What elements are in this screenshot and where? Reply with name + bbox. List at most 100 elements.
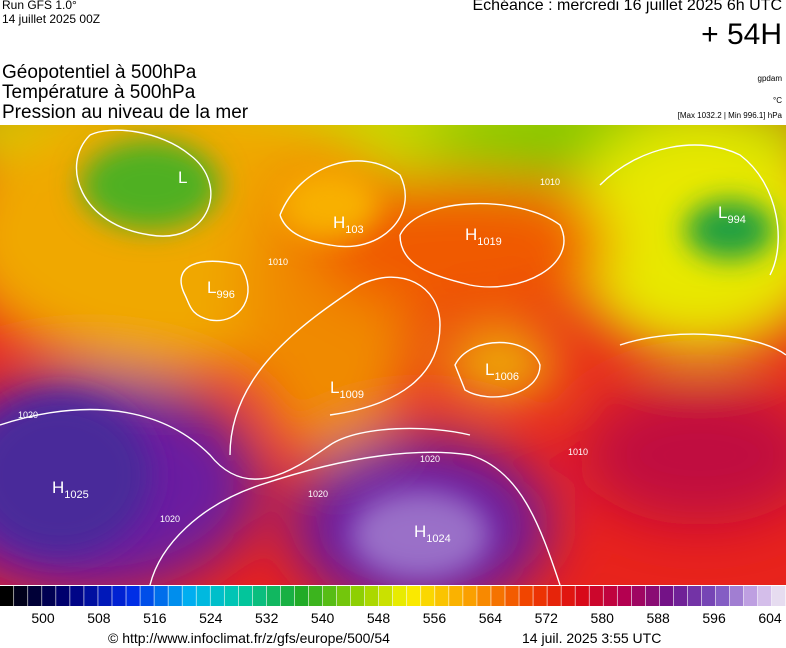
colorbar-swatch xyxy=(701,586,716,606)
colorbar-swatch xyxy=(42,586,56,606)
title-3: Pression au niveau de la mer xyxy=(2,102,249,123)
colorbar-ticks: 500 508 516 524 532 540 548 556 564 572 580 588 596 6… xyxy=(0,610,786,628)
center-value: 996 xyxy=(216,289,234,301)
colorbar-swatch xyxy=(28,586,42,606)
title-2: Température à 500hPa xyxy=(2,82,196,103)
map: H1019H103L996L994L1006L1009H1025H1024L10… xyxy=(0,125,786,585)
colorbar-swatch xyxy=(687,586,702,606)
unit-pressure: [Max 1032.2 | Min 996.1] hPa xyxy=(677,111,782,120)
colorbar xyxy=(0,586,786,606)
colorbar-tick-label: 556 xyxy=(422,610,447,626)
colorbar-swatch xyxy=(126,586,140,606)
center-kind: H xyxy=(52,478,64,497)
colorbar-swatch xyxy=(14,586,28,606)
colorbar-swatch xyxy=(378,586,393,606)
colorbar-tick-label: 588 xyxy=(646,610,670,626)
center-value: 1006 xyxy=(494,371,518,383)
pressure-center: L1009 xyxy=(330,378,364,401)
colorbar-swatch xyxy=(743,586,758,606)
colorbar-swatch xyxy=(70,586,84,606)
center-kind: H xyxy=(414,522,426,541)
colorbar-swatch xyxy=(729,586,744,606)
colorbar-swatch xyxy=(463,586,477,606)
title-1: Géopotentiel à 500hPa xyxy=(2,62,197,83)
center-value: 1019 xyxy=(477,236,501,248)
pressure-center: H1024 xyxy=(414,522,451,545)
pressure-center: H1019 xyxy=(465,225,502,248)
center-value: 1025 xyxy=(64,489,88,501)
colorbar-swatch xyxy=(477,586,491,606)
colorbar-swatch xyxy=(547,586,561,606)
isobar-label: 1010 xyxy=(568,447,588,457)
center-value: 103 xyxy=(345,224,363,236)
colorbar-swatch xyxy=(659,586,674,606)
pressure-center: H1025 xyxy=(52,478,89,501)
center-kind: L xyxy=(178,168,187,187)
colorbar-swatch xyxy=(421,586,435,606)
colorbar-swatch xyxy=(519,586,533,606)
colorbar-swatch xyxy=(407,586,421,606)
colorbar-swatch xyxy=(603,586,617,606)
center-kind: L xyxy=(718,203,727,222)
colorbar-swatch xyxy=(575,586,589,606)
center-kind: L xyxy=(330,378,339,397)
colorbar-swatch xyxy=(56,586,70,606)
colorbar-swatch xyxy=(294,586,309,606)
colorbar-swatch xyxy=(435,586,449,606)
colorbar-swatch xyxy=(84,586,98,606)
colorbar-swatch xyxy=(393,586,407,606)
colorbar-tick-label: 500 xyxy=(31,610,55,626)
unit-temperature: °C xyxy=(773,96,782,105)
center-kind: L xyxy=(485,360,494,379)
colorbar-tick-label: 580 xyxy=(590,610,614,626)
lead-time: + 54H xyxy=(701,18,782,51)
colorbar-swatch xyxy=(617,586,632,606)
colorbar-swatch xyxy=(266,586,281,606)
colorbar-tick-label: 540 xyxy=(310,610,335,626)
isobar-label: 1020 xyxy=(18,410,38,420)
colorbar-swatch xyxy=(224,586,239,606)
colorbar-swatch xyxy=(196,586,210,606)
run-label: Run GFS 1.0° xyxy=(2,0,77,12)
colorbar-tick-label: 516 xyxy=(143,610,167,626)
forecast-time: Echéance : mercredi 16 juillet 2025 6h U… xyxy=(472,0,783,14)
pressure-center: L1006 xyxy=(485,360,519,383)
colorbar-tick-label: 604 xyxy=(758,610,782,626)
colorbar-swatch xyxy=(98,586,112,606)
isobar-label: 1020 xyxy=(420,454,440,464)
colorbar-swatch xyxy=(533,586,547,606)
isobar-label: 1020 xyxy=(308,489,328,499)
colorbar-swatch xyxy=(252,586,267,606)
colorbar-swatch xyxy=(589,586,603,606)
colorbar-swatch xyxy=(631,586,646,606)
colorbar-swatch xyxy=(0,586,14,606)
colorbar-swatch xyxy=(280,586,295,606)
colorbar-swatch xyxy=(322,586,337,606)
colorbar-swatch xyxy=(673,586,688,606)
center-value: 994 xyxy=(727,214,745,226)
colorbar-swatch xyxy=(491,586,505,606)
colorbar-tick-label: 596 xyxy=(702,610,726,626)
colorbar-swatch xyxy=(561,586,575,606)
isobar-label: 1010 xyxy=(268,257,288,267)
colorbar-swatch xyxy=(350,586,365,606)
colorbar-swatch xyxy=(771,586,786,606)
isobar-label: 1020 xyxy=(160,514,180,524)
colorbar-tick-label: 564 xyxy=(478,610,503,626)
pressure-center: L996 xyxy=(207,278,235,301)
pressure-center: L994 xyxy=(718,203,746,226)
center-kind: L xyxy=(207,278,216,297)
source-link: © http://www.infoclimat.fr/z/gfs/europe/… xyxy=(108,630,390,646)
colorbar-swatch xyxy=(645,586,660,606)
generated-time: 14 juil. 2025 3:55 UTC xyxy=(522,630,662,646)
colorbar-swatch xyxy=(715,586,730,606)
pressure-center: H103 xyxy=(333,213,364,236)
center-value: 1024 xyxy=(426,533,450,545)
colorbar-swatch xyxy=(364,586,379,606)
colorbar-swatch xyxy=(182,586,196,606)
colorbar-swatch xyxy=(210,586,224,606)
colorbar-tick-label: 572 xyxy=(534,610,558,626)
colorbar-tick-label: 508 xyxy=(87,610,111,626)
temperature-extremes xyxy=(0,140,775,580)
